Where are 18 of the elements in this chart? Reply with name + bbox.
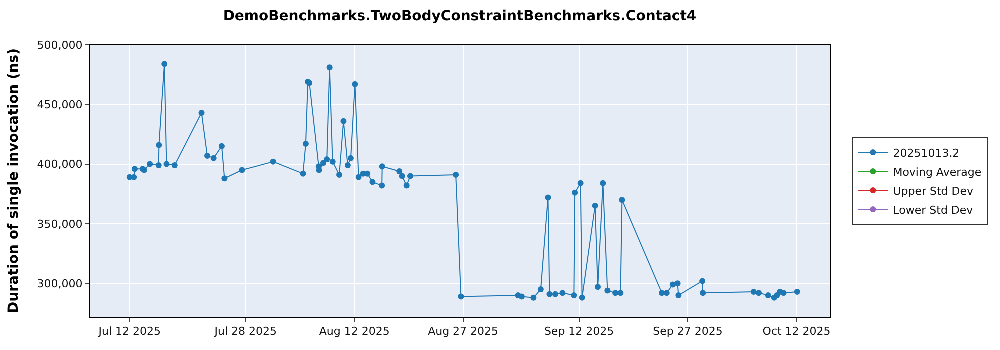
x-tick-label: Jul 12 2025 xyxy=(98,325,162,338)
y-tick-label: 300,000 xyxy=(37,277,83,290)
x-tick-label: Oct 12 2025 xyxy=(762,325,831,338)
chart-title: DemoBenchmarks.TwoBodyConstraintBenchmarks.Contact4 xyxy=(223,8,697,24)
y-tick-label: 400,000 xyxy=(37,158,83,172)
legend-label: Lower Std Dev xyxy=(893,204,974,217)
x-tick-label: Sep 27 2025 xyxy=(653,325,723,338)
y-axis-title: Duration of single invocation (ns) xyxy=(6,48,22,314)
x-tick-label: Aug 27 2025 xyxy=(428,325,499,338)
legend-label: Moving Average xyxy=(893,166,982,179)
legend-label: 20251013.2 xyxy=(893,146,960,160)
x-tick-label: Sep 12 2025 xyxy=(544,325,614,338)
y-tick-label: 350,000 xyxy=(37,218,83,231)
legend-label: Upper Std Dev xyxy=(893,184,974,198)
x-tick-label: Jul 28 2025 xyxy=(214,325,277,338)
x-tick-label: Aug 12 2025 xyxy=(319,325,390,338)
y-tick-label: 500,000 xyxy=(37,38,83,52)
y-tick-label: 450,000 xyxy=(37,98,83,112)
